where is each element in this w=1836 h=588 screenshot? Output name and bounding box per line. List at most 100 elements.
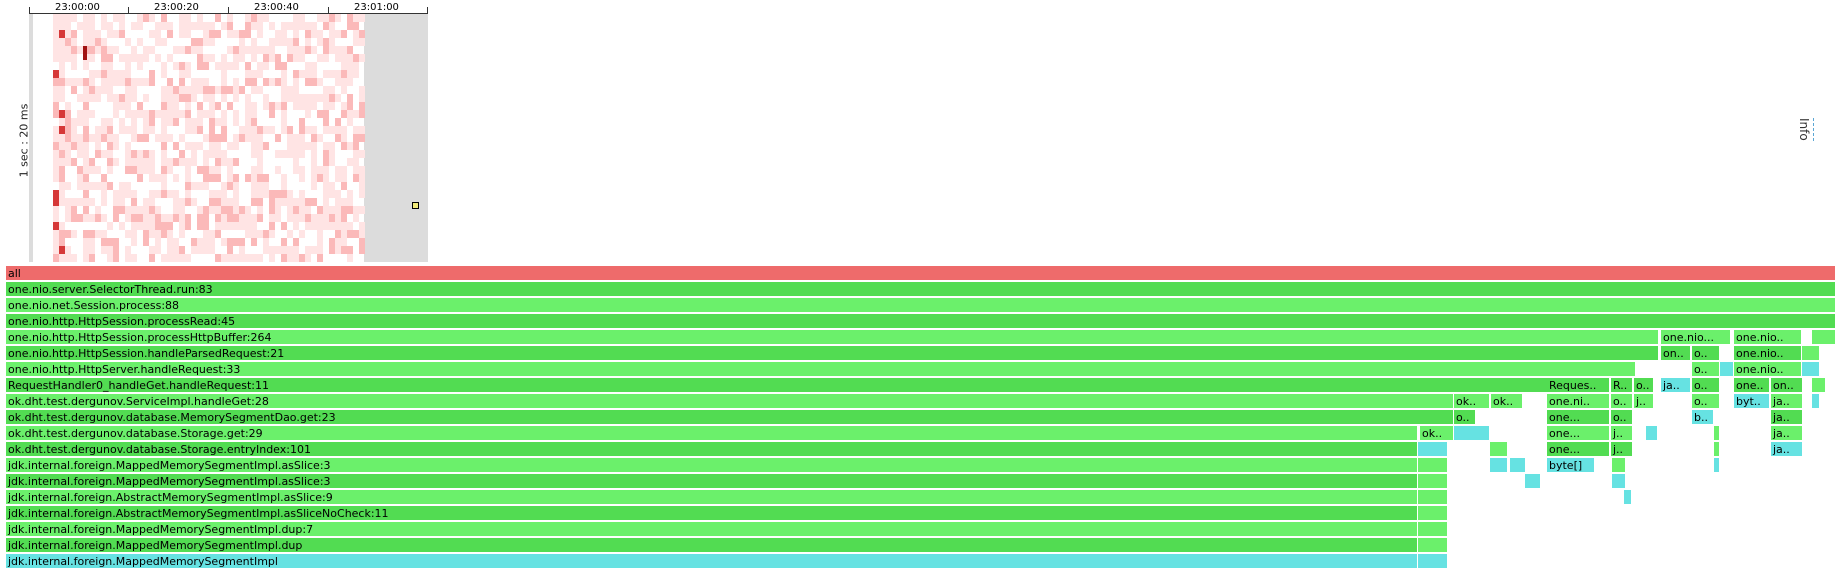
heatmap-cell — [149, 214, 155, 222]
heatmap-cell — [347, 254, 353, 262]
flame-frame[interactable]: byte[] — [1547, 458, 1595, 473]
flame-frame[interactable]: ja.. — [1661, 378, 1691, 393]
flame-frame[interactable]: o.. — [1692, 394, 1720, 409]
flame-frame-narrow[interactable] — [1454, 426, 1490, 441]
flame-frame[interactable]: ja.. — [1771, 442, 1803, 457]
flame-frame[interactable]: b.. — [1692, 410, 1714, 425]
heatmap-cell — [53, 222, 59, 230]
flame-frame[interactable]: one... — [1547, 442, 1610, 457]
flame-frame[interactable]: j.. — [1634, 394, 1654, 409]
heatmap-cell — [143, 238, 149, 246]
flame-frame[interactable]: o.. — [1454, 410, 1476, 425]
heatmap-cell — [323, 54, 329, 62]
flame-frame[interactable]: jdk.internal.foreign.AbstractMemorySegme… — [6, 490, 1418, 505]
flame-frame-narrow[interactable] — [1525, 474, 1541, 489]
flame-frame[interactable]: jdk.internal.foreign.MappedMemorySegment… — [6, 554, 1418, 569]
flame-frame-narrow[interactable] — [1714, 442, 1720, 457]
flame-frame[interactable]: one.. — [1734, 378, 1770, 393]
flame-frame-narrow[interactable] — [1812, 378, 1826, 393]
flame-frame[interactable]: on.. — [1661, 346, 1691, 361]
heatmap-cell — [311, 70, 317, 78]
flame-frame[interactable]: j.. — [1611, 442, 1633, 457]
flame-frame[interactable]: one.nio.http.HttpSession.processRead:45 — [6, 314, 1836, 329]
flame-frame[interactable]: one.nio.. — [1734, 346, 1802, 361]
flame-frame[interactable]: ok.dht.test.dergunov.database.Storage.en… — [6, 442, 1418, 457]
flame-frame[interactable]: jdk.internal.foreign.AbstractMemorySegme… — [6, 506, 1418, 521]
flame-frame[interactable]: one.nio... — [1661, 330, 1731, 345]
flame-frame-narrow[interactable] — [1646, 426, 1658, 441]
flame-frame-narrow[interactable] — [1612, 474, 1626, 489]
flame-frame-narrow[interactable] — [1612, 458, 1626, 473]
flame-frame-narrow[interactable] — [1802, 346, 1820, 361]
flame-frame-narrow[interactable] — [1418, 490, 1448, 505]
flame-frame[interactable]: o.. — [1692, 346, 1720, 361]
heatmap-cell — [329, 22, 335, 30]
flame-frame[interactable]: one.nio.net.Session.process:88 — [6, 298, 1836, 313]
heatmap-canvas[interactable] — [29, 14, 428, 262]
heatmap-cell — [317, 174, 323, 182]
flame-frame-narrow[interactable] — [1812, 394, 1820, 409]
flame-frame[interactable]: R.. — [1611, 378, 1633, 393]
flame-frame[interactable]: all — [6, 266, 1836, 281]
flame-frame-narrow[interactable] — [1418, 458, 1448, 473]
flame-frame-narrow[interactable] — [1418, 538, 1448, 553]
info-tab[interactable]: Info — [1797, 118, 1817, 158]
flame-frame[interactable]: o.. — [1634, 378, 1654, 393]
heatmap-cell — [359, 14, 365, 22]
flame-frame[interactable]: on.. — [1771, 378, 1803, 393]
flame-frame-narrow[interactable] — [1490, 442, 1508, 457]
flame-frame[interactable]: one... — [1547, 410, 1610, 425]
flame-frame[interactable]: o.. — [1692, 378, 1720, 393]
heatmap-selection-marker[interactable] — [412, 202, 419, 209]
flame-frame[interactable]: j.. — [1611, 426, 1633, 441]
flame-frame[interactable]: ok.dht.test.dergunov.database.MemorySegm… — [6, 410, 1454, 425]
flame-frame[interactable]: one.nio.server.SelectorThread.run:83 — [6, 282, 1836, 297]
flame-frame-narrow[interactable] — [1418, 506, 1448, 521]
heatmap-cells[interactable] — [29, 14, 428, 262]
flame-frame-narrow[interactable] — [1418, 522, 1448, 537]
flame-graph[interactable]: all one.nio.server.SelectorThread.run:83 o… — [0, 266, 1836, 576]
heatmap-cell — [197, 238, 203, 246]
flame-frame[interactable]: one.nio.. — [1734, 362, 1802, 377]
flame-frame[interactable]: one.nio.. — [1734, 330, 1802, 345]
flame-frame[interactable]: ok.. — [1420, 426, 1454, 441]
flame-frame[interactable]: jdk.internal.foreign.MappedMemorySegment… — [6, 474, 1418, 489]
flame-frame-narrow[interactable] — [1418, 554, 1448, 569]
flame-frame[interactable]: jdk.internal.foreign.MappedMemorySegment… — [6, 458, 1418, 473]
flame-frame[interactable]: one.nio.http.HttpServer.handleRequest:33 — [6, 362, 1636, 377]
flame-frame[interactable]: RequestHandler0_handleGet.handleRequest:… — [6, 378, 1549, 393]
flame-frame[interactable]: ok.dht.test.dergunov.database.Storage.ge… — [6, 426, 1418, 441]
heatmap-cell — [341, 182, 347, 190]
flame-frame-narrow[interactable] — [1418, 442, 1448, 457]
flame-frame[interactable]: ok.. — [1491, 394, 1523, 409]
flame-frame-narrow[interactable] — [1714, 426, 1720, 441]
flame-frame[interactable]: ja.. — [1771, 394, 1803, 409]
flame-frame[interactable]: ok.dht.test.dergunov.ServiceImpl.handleG… — [6, 394, 1454, 409]
flame-frame[interactable]: one.nio.http.HttpSession.processHttpBuff… — [6, 330, 1659, 345]
flame-frame[interactable]: ok.. — [1454, 394, 1490, 409]
flame-frame[interactable]: one.nio.http.HttpSession.handleParsedReq… — [6, 346, 1659, 361]
flame-frame[interactable]: ja.. — [1771, 410, 1803, 425]
heatmap-cell — [167, 102, 173, 110]
flame-frame-narrow[interactable] — [1720, 362, 1734, 377]
flame-frame[interactable]: o.. — [1611, 394, 1633, 409]
flame-frame[interactable]: one.ni.. — [1547, 394, 1610, 409]
flame-frame-narrow[interactable] — [1418, 474, 1448, 489]
info-tab-label: Info — [1797, 118, 1814, 141]
flame-frame[interactable]: o.. — [1692, 362, 1720, 377]
flame-frame[interactable]: jdk.internal.foreign.MappedMemorySegment… — [6, 522, 1418, 537]
heatmap-cell — [143, 206, 149, 214]
flame-frame[interactable]: ja.. — [1771, 426, 1803, 441]
flame-frame-narrow[interactable] — [1490, 458, 1508, 473]
flame-frame[interactable]: jdk.internal.foreign.MappedMemorySegment… — [6, 538, 1418, 553]
flame-frame[interactable]: o.. — [1611, 410, 1633, 425]
flame-frame[interactable]: byt.. — [1734, 394, 1770, 409]
heatmap-cell — [293, 254, 299, 262]
flame-frame-narrow[interactable] — [1714, 458, 1720, 473]
flame-frame-narrow[interactable] — [1510, 458, 1526, 473]
flame-frame[interactable]: one... — [1547, 426, 1610, 441]
flame-frame[interactable]: Reques.. — [1547, 378, 1610, 393]
flame-frame-narrow[interactable] — [1624, 490, 1632, 505]
flame-frame-narrow[interactable] — [1802, 362, 1820, 377]
flame-frame-narrow[interactable] — [1812, 330, 1836, 345]
